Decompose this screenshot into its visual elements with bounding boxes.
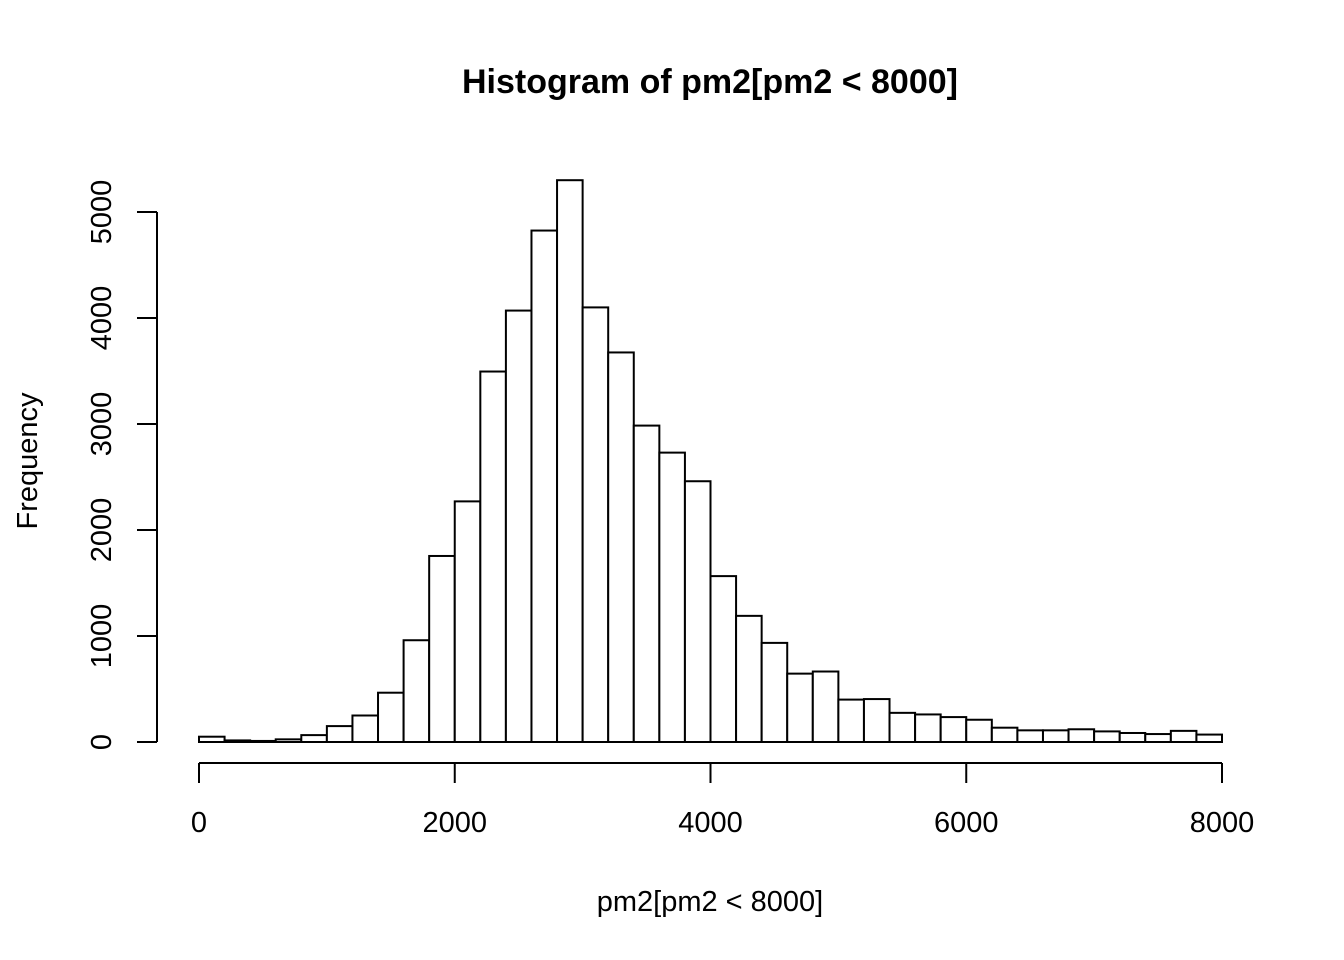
- y-tick-label-3: 3000: [86, 392, 118, 457]
- histogram-bar-30: [965, 718, 993, 743]
- histogram-bar-1: [223, 739, 252, 743]
- histogram-bar-21: [735, 614, 763, 743]
- histogram-bar-16: [607, 351, 635, 743]
- histogram-bar-5: [325, 725, 354, 743]
- histogram-bar-0: [198, 735, 226, 744]
- x-tick-label-0: 0: [191, 807, 207, 839]
- histogram-bar-7: [377, 691, 405, 744]
- histogram-bar-6: [351, 714, 380, 743]
- x-tick-label-3: 6000: [934, 807, 999, 839]
- histogram-bar-12: [504, 309, 533, 743]
- histogram-bar-14: [556, 179, 584, 743]
- histogram-bar-23: [786, 672, 814, 744]
- histogram-bar-36: [1118, 731, 1147, 743]
- x-axis-label: pm2[pm2 < 8000]: [597, 886, 824, 918]
- histogram-bar-2: [249, 739, 277, 744]
- histogram-bar-38: [1169, 729, 1198, 743]
- x-tick-label-1: 2000: [422, 807, 487, 839]
- histogram-bar-18: [658, 451, 686, 743]
- histogram-bar-4: [300, 734, 328, 743]
- histogram-bar-35: [1093, 730, 1121, 744]
- histogram-bar-9: [428, 554, 456, 743]
- histogram-bar-8: [402, 639, 431, 743]
- histogram-bar-11: [479, 370, 507, 743]
- histogram-bar-29: [939, 716, 968, 744]
- x-axis: 0 2000 4000 6000 8000: [191, 762, 1255, 839]
- histogram-bar-26: [862, 698, 891, 744]
- histogram-bar-25: [837, 698, 865, 743]
- histogram-bar-24: [811, 670, 840, 744]
- histogram-bar-20: [709, 575, 738, 743]
- y-tick-label-1: 1000: [86, 604, 118, 669]
- histogram-bar-15: [581, 306, 610, 743]
- bars-group: [198, 179, 1224, 744]
- histogram-bar-31: [990, 726, 1019, 744]
- histogram-bar-33: [1041, 729, 1070, 744]
- y-tick-label-5: 5000: [86, 180, 118, 245]
- histogram-bar-27: [888, 711, 917, 743]
- x-tick-label-2: 4000: [678, 807, 743, 839]
- y-tick-label-0: 0: [86, 734, 118, 750]
- histogram-bar-3: [274, 738, 303, 743]
- histogram-bar-39: [1195, 733, 1224, 744]
- histogram-bar-17: [632, 424, 661, 743]
- histogram-bar-19: [683, 480, 712, 743]
- x-tick-label-4: 8000: [1190, 807, 1255, 839]
- histogram-bar-34: [1067, 728, 1096, 744]
- histogram-bar-37: [1144, 733, 1172, 743]
- y-axis: 0 1000 2000 3000 4000 5000: [86, 180, 158, 750]
- chart-title: Histogram of pm2[pm2 < 8000]: [462, 63, 958, 101]
- histogram-bar-22: [760, 641, 789, 744]
- y-tick-label-4: 4000: [86, 286, 118, 351]
- histogram-bar-32: [1016, 729, 1044, 744]
- histogram-bar-10: [453, 500, 482, 743]
- y-tick-label-2: 2000: [86, 498, 118, 563]
- histogram-bar-13: [530, 229, 559, 744]
- histogram-bar-28: [914, 713, 942, 744]
- y-axis-label: Frequency: [12, 392, 44, 530]
